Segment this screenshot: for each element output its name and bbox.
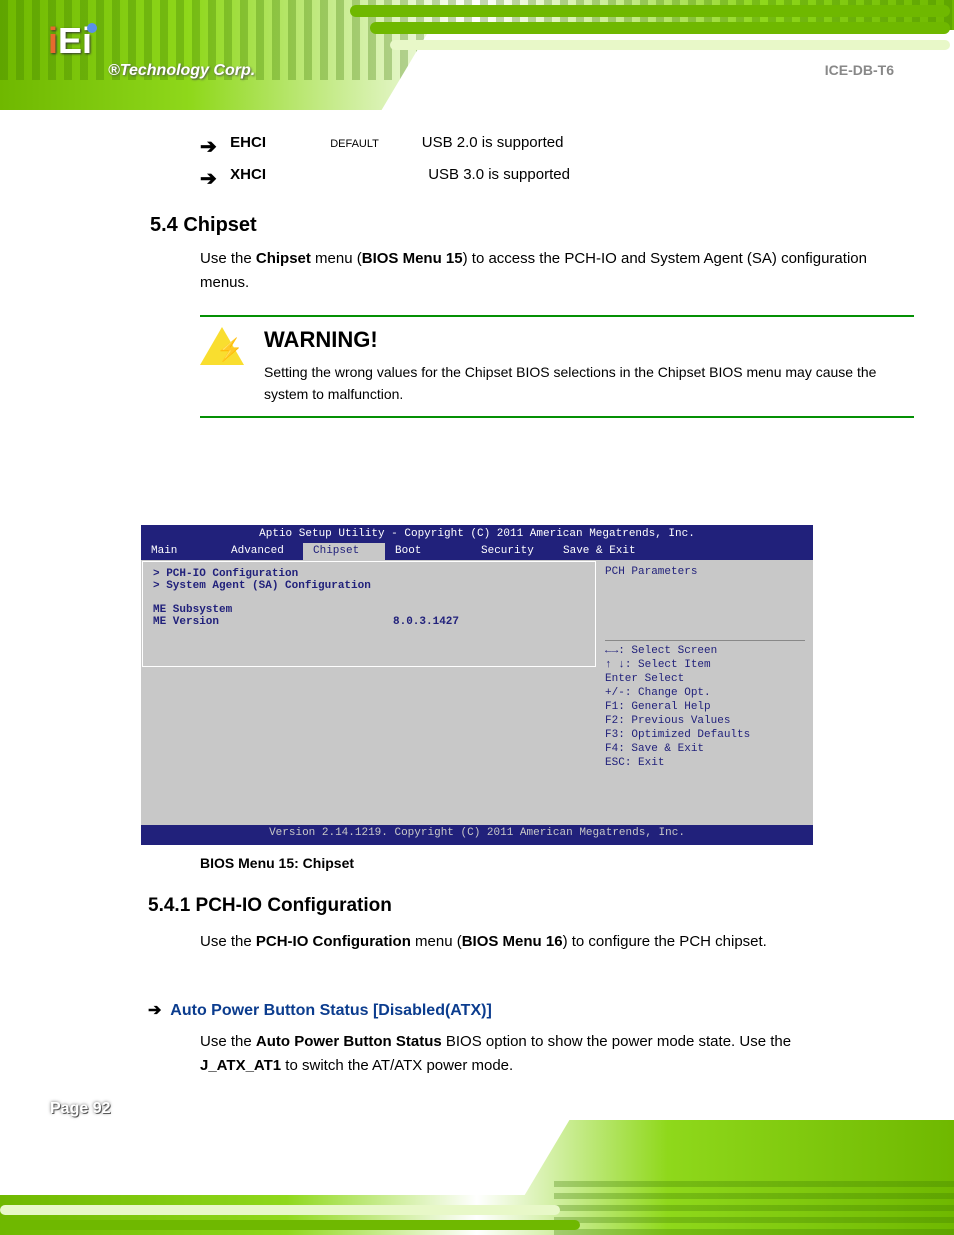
header-banner: iEi ®Technology Corp. ICE-DB-T6 — [0, 0, 954, 110]
bios-tab-save-exit[interactable]: Save & Exit — [553, 543, 646, 560]
arrow-right-icon: ➔ — [200, 134, 218, 152]
bios-info-row: ME Version8.0.3.1427 — [153, 616, 585, 628]
bios-help: Enter Select — [605, 673, 805, 685]
bullet-text: USB 2.0 is supported — [422, 134, 564, 151]
bios-info-row: ME Subsystem — [153, 604, 585, 616]
section-paragraph: Use the Chipset menu (BIOS Menu 15) to a… — [200, 247, 914, 295]
page-number: Page 92 — [50, 1100, 110, 1118]
main-content: ➔ EHCI DEFAULT USB 2.0 is supported ➔ XH… — [0, 120, 954, 428]
bios-subpanel: > PCH-IO Configuration > System Agent (S… — [142, 561, 596, 667]
warning-body: Setting the wrong values for the Chipset… — [264, 361, 914, 406]
bios-tab-security[interactable]: Security — [471, 543, 553, 560]
bios-help: F4: Save & Exit — [605, 743, 805, 755]
bios-right-panel: PCH Parameters ←→: Select Screen ↑ ↓: Se… — [597, 560, 813, 825]
warning-callout: ⚡ WARNING! Setting the wrong values for … — [200, 327, 914, 406]
bios-left-panel: > PCH-IO Configuration > System Agent (S… — [141, 560, 597, 825]
bios-tab-boot[interactable]: Boot — [385, 543, 471, 560]
section-paragraph: Use the Auto Power Button Status BIOS op… — [200, 1030, 820, 1078]
warning-title: WARNING! — [264, 327, 914, 353]
header-track — [390, 40, 950, 50]
divider — [200, 315, 914, 317]
bios-screenshot: Aptio Setup Utility - Copyright (C) 2011… — [141, 525, 813, 845]
arrow-right-icon: ➔ — [200, 166, 218, 184]
bios-title-bar: Aptio Setup Utility - Copyright (C) 2011… — [141, 525, 813, 543]
company-tagline: ®Technology Corp. — [108, 62, 255, 80]
bios-right-desc: PCH Parameters — [605, 566, 805, 578]
bios-left-lower — [141, 668, 597, 680]
bios-help: +/-: Change Opt. — [605, 687, 805, 699]
section-heading: 5.4.1 PCH-IO Configuration — [148, 895, 392, 917]
bios-footer: Version 2.14.1219. Copyright (C) 2011 Am… — [141, 825, 813, 843]
bios-body: > PCH-IO Configuration > System Agent (S… — [141, 560, 813, 825]
section-heading: 5.4 Chipset — [150, 214, 914, 237]
bios-tab-bar: Main Advanced Chipset Boot Security Save… — [141, 543, 813, 560]
bullet-label: EHCI — [230, 134, 266, 151]
bios-help: ESC: Exit — [605, 757, 805, 769]
bios-menu-item[interactable]: > System Agent (SA) Configuration — [153, 580, 585, 592]
header-track — [370, 22, 950, 34]
footer-track — [0, 1220, 580, 1230]
bios-help: F3: Optimized Defaults — [605, 729, 805, 741]
warning-icon: ⚡ — [200, 327, 246, 365]
bios-help: ←→: Select Screen — [605, 645, 805, 657]
bullet-default-tag: DEFAULT — [330, 138, 379, 150]
bios-tab-advanced[interactable]: Advanced — [221, 543, 303, 560]
figure-caption: BIOS Menu 15: Chipset — [200, 855, 354, 871]
bios-help: F1: General Help — [605, 701, 805, 713]
bullet-label: XHCI — [230, 166, 266, 183]
bios-tab-chipset[interactable]: Chipset — [303, 543, 385, 560]
divider — [200, 416, 914, 418]
list-item: ➔ XHCI USB 3.0 is supported — [200, 166, 914, 184]
list-item: ➔ EHCI DEFAULT USB 2.0 is supported — [200, 134, 914, 152]
section-paragraph: Use the PCH-IO Configuration menu (BIOS … — [200, 930, 820, 954]
product-name: ICE-DB-T6 — [825, 62, 894, 78]
bios-help: F2: Previous Values — [605, 715, 805, 727]
footer-circuit-pattern — [554, 1175, 954, 1235]
bios-help: ↑ ↓: Select Item — [605, 659, 805, 671]
bios-menu-item[interactable]: > PCH-IO Configuration — [153, 568, 585, 580]
option-heading: ➔ Auto Power Button Status [Disabled(ATX… — [148, 1000, 492, 1020]
bios-blank-row — [153, 592, 585, 604]
footer-banner — [0, 1120, 954, 1235]
bios-tab-main[interactable]: Main — [141, 543, 221, 560]
header-track — [350, 5, 950, 17]
footer-track — [0, 1205, 560, 1215]
bullet-text: USB 3.0 is supported — [428, 166, 570, 183]
